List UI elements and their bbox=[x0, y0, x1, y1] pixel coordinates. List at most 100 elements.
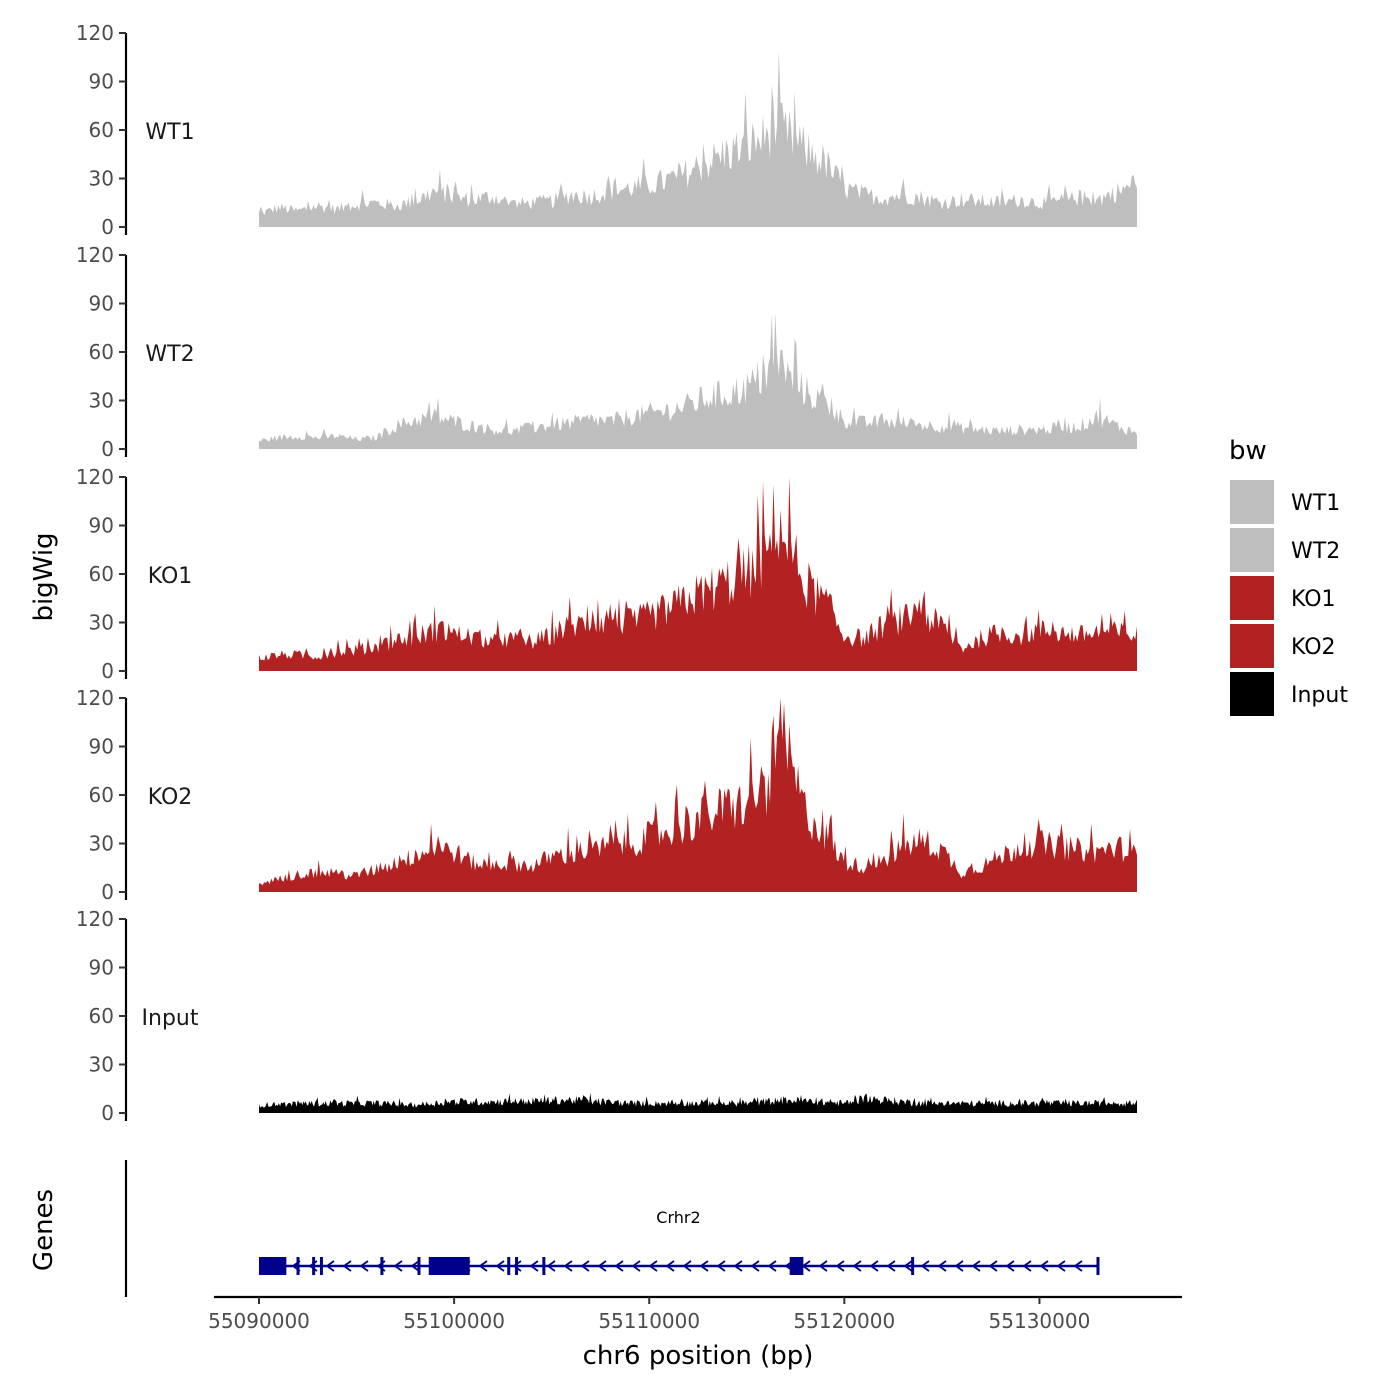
y-axis-title: bigWig bbox=[29, 532, 59, 621]
y-tick-label: 0 bbox=[101, 659, 114, 683]
x-tick-label: 55090000 bbox=[208, 1309, 310, 1333]
exon-minor bbox=[312, 1257, 316, 1275]
strand-arrow bbox=[835, 1260, 845, 1272]
legend-swatch bbox=[1230, 624, 1274, 668]
y-tick-label: 90 bbox=[89, 70, 114, 94]
x-axis: 55090000 55100000 55110000 55120000 55130000 bbox=[208, 1295, 1182, 1333]
x-axis-title: chr6 position (bp) bbox=[583, 1341, 814, 1371]
strand-arrow bbox=[512, 1260, 522, 1272]
y-tick-label: 120 bbox=[76, 243, 114, 267]
y-tick-label: 30 bbox=[89, 832, 114, 856]
strand-arrow bbox=[903, 1260, 913, 1272]
legend-swatch bbox=[1230, 480, 1274, 524]
strand-arrow bbox=[1005, 1260, 1015, 1272]
strand-arrow bbox=[1056, 1260, 1066, 1272]
legend-label: Input bbox=[1291, 683, 1348, 708]
signal-area-wt1 bbox=[259, 51, 1137, 228]
y-tick-label: 30 bbox=[89, 611, 114, 635]
y-tick-label: 0 bbox=[101, 215, 114, 239]
y-tick-label: 60 bbox=[89, 340, 114, 364]
strand-arrow bbox=[665, 1260, 675, 1272]
legend-item-wt2: WT2 bbox=[1230, 528, 1340, 572]
strand-arrow bbox=[529, 1260, 539, 1272]
exon bbox=[428, 1257, 470, 1275]
exon bbox=[259, 1257, 287, 1275]
tracks-layer: 0306090120WT10306090120WT20306090120KO10… bbox=[76, 21, 1137, 1125]
exon-minor bbox=[319, 1257, 323, 1275]
legend-title: bw bbox=[1229, 436, 1267, 466]
signal-area-ko2 bbox=[259, 698, 1137, 892]
y-tick-label: 120 bbox=[76, 907, 114, 931]
y-tick-label: 60 bbox=[89, 783, 114, 807]
strand-arrow bbox=[359, 1260, 369, 1272]
genes-panel-title: Genes bbox=[29, 1189, 59, 1271]
strand-arrow bbox=[954, 1260, 964, 1272]
legend-label: WT1 bbox=[1291, 491, 1340, 516]
legend-label: KO1 bbox=[1291, 587, 1336, 612]
exon-minor bbox=[417, 1257, 421, 1275]
strand-arrow bbox=[1073, 1260, 1083, 1272]
y-tick-label: 60 bbox=[89, 118, 114, 142]
track-label: WT1 bbox=[145, 120, 194, 145]
strand-arrow bbox=[342, 1260, 352, 1272]
gene-name-label: Crhr2 bbox=[656, 1208, 700, 1227]
strand-arrow bbox=[648, 1260, 658, 1272]
strand-arrow bbox=[886, 1260, 896, 1272]
exon-minor bbox=[1096, 1257, 1100, 1275]
y-tick-label: 120 bbox=[76, 21, 114, 45]
legend-item-wt1: WT1 bbox=[1230, 480, 1340, 524]
signal-area-wt2 bbox=[259, 312, 1137, 449]
track-input: 0 30 60 90 120 Input bbox=[76, 907, 1137, 1125]
legend-swatch bbox=[1230, 576, 1274, 620]
strand-arrow bbox=[699, 1260, 709, 1272]
strand-arrow bbox=[682, 1260, 692, 1272]
exon-minor bbox=[515, 1257, 519, 1275]
exon-minor bbox=[507, 1257, 511, 1275]
y-tick-label: 0 bbox=[101, 880, 114, 904]
strand-arrow bbox=[716, 1260, 726, 1272]
track-label: KO1 bbox=[148, 564, 193, 589]
strand-arrow bbox=[495, 1260, 505, 1272]
strand-arrow bbox=[750, 1260, 760, 1272]
legend-swatch bbox=[1230, 672, 1274, 716]
strand-arrow bbox=[546, 1260, 556, 1272]
y-tick-label: 90 bbox=[89, 956, 114, 980]
strand-arrow bbox=[733, 1260, 743, 1272]
legend-label: WT2 bbox=[1291, 539, 1340, 564]
strand-arrow bbox=[1039, 1260, 1049, 1272]
strand-arrow bbox=[937, 1260, 947, 1272]
y-tick-label: 90 bbox=[89, 292, 114, 316]
legend-item-ko1: KO1 bbox=[1230, 576, 1336, 620]
y-tick-label: 0 bbox=[101, 437, 114, 461]
strand-arrow bbox=[869, 1260, 879, 1272]
x-tick-label: 55100000 bbox=[403, 1309, 505, 1333]
legend: bw WT1 WT2 KO1 KO2 Input bbox=[1229, 436, 1348, 716]
strand-arrow bbox=[767, 1260, 777, 1272]
strand-arrow bbox=[563, 1260, 573, 1272]
y-tick-label: 60 bbox=[89, 1004, 114, 1028]
exon-minor bbox=[296, 1257, 300, 1275]
strand-arrow bbox=[852, 1260, 862, 1272]
y-tick-label: 120 bbox=[76, 465, 114, 489]
legend-label: KO2 bbox=[1291, 635, 1336, 660]
y-tick-label: 120 bbox=[76, 686, 114, 710]
track-wt2: 0 30 60 90 120 WT2 bbox=[76, 243, 1137, 461]
exon-minor bbox=[911, 1257, 915, 1275]
track-label: WT2 bbox=[145, 342, 194, 367]
strand-arrow bbox=[631, 1260, 641, 1272]
legend-item-input: Input bbox=[1230, 672, 1348, 716]
legend-item-ko2: KO2 bbox=[1230, 624, 1336, 668]
strand-arrow bbox=[325, 1260, 335, 1272]
legend-swatch bbox=[1230, 528, 1274, 572]
signal-area-ko1 bbox=[259, 477, 1137, 671]
exon bbox=[789, 1257, 804, 1275]
track-ko2: 0 30 60 90 120 KO2 bbox=[76, 686, 1137, 904]
strand-arrow bbox=[410, 1260, 420, 1272]
x-tick-label: 55120000 bbox=[793, 1309, 895, 1333]
y-tick-label: 90 bbox=[89, 735, 114, 759]
signal-area-input bbox=[259, 1092, 1137, 1113]
strand-arrow bbox=[614, 1260, 624, 1272]
track-wt1: 0 30 60 90 120 WT1 bbox=[76, 21, 1137, 239]
strand-arrow bbox=[1022, 1260, 1032, 1272]
